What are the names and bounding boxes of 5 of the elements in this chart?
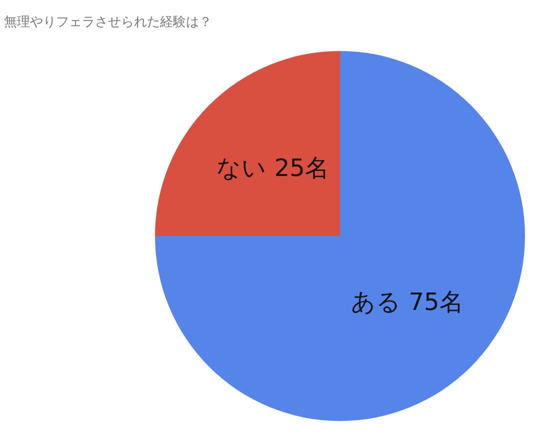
chart-title: 無理やりフェラさせられた経験は？ (4, 15, 212, 30)
slice-label: ない 25名 (216, 154, 329, 182)
pie-slice (155, 51, 340, 236)
slice-label: ある 75名 (351, 288, 464, 316)
pie-slice (155, 51, 525, 421)
